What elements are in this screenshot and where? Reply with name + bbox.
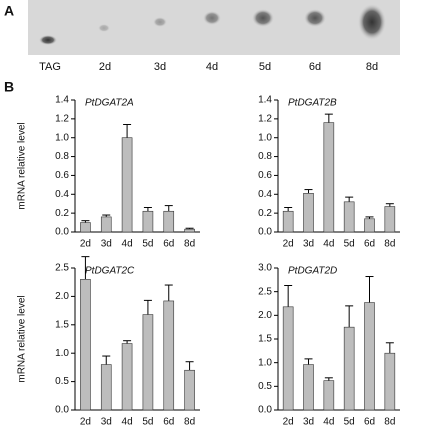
chart-title: PtDGAT2B xyxy=(288,98,337,109)
bar xyxy=(303,364,314,411)
y-tick-label: 0.6 xyxy=(55,170,69,181)
y-tick-label: 0.6 xyxy=(258,170,272,181)
y-tick-label: 1.5 xyxy=(258,334,272,345)
x-tick-label: 5d xyxy=(344,239,355,250)
x-tick-label: 2d xyxy=(80,239,91,250)
bar xyxy=(80,222,91,233)
y-axis-label: mRNA relative level xyxy=(17,122,28,209)
y-tick-label: 0.0 xyxy=(55,405,69,416)
y-tick-label: 0.0 xyxy=(258,227,272,238)
y-tick-label: 2.0 xyxy=(55,291,69,302)
y-tick-label: 0.8 xyxy=(258,151,272,162)
bar xyxy=(121,137,133,233)
bar xyxy=(323,122,335,233)
x-tick-label: 8d xyxy=(384,417,395,428)
bar xyxy=(303,193,314,233)
y-tick-label: 1.2 xyxy=(55,113,69,124)
chart-title: PtDGAT2D xyxy=(288,266,337,277)
bar xyxy=(184,228,195,233)
x-tick-label: 2d xyxy=(80,417,91,428)
y-tick-label: 2.5 xyxy=(258,286,272,297)
bar xyxy=(184,369,195,411)
panel-label: A xyxy=(4,3,14,19)
y-axis-label: mRNA relative level xyxy=(17,295,28,382)
bar xyxy=(364,302,375,411)
y-tick-label: 1.0 xyxy=(258,357,272,368)
x-tick-label: 3d xyxy=(101,417,112,428)
x-tick-label: 8d xyxy=(184,417,195,428)
x-tick-label: 8d xyxy=(384,239,395,250)
x-tick-label: 3d xyxy=(303,239,314,250)
bar xyxy=(282,210,294,233)
y-tick-label: 0.0 xyxy=(258,405,272,416)
bar xyxy=(163,210,175,233)
x-tick-label: 6d xyxy=(364,417,375,428)
x-tick-label: 5d xyxy=(344,417,355,428)
x-tick-label: 4d xyxy=(122,239,133,250)
x-tick-label: 6d xyxy=(163,239,174,250)
chart-title: PtDGAT2C xyxy=(85,266,135,277)
lane-label: 2d xyxy=(99,61,111,73)
y-tick-label: 0.4 xyxy=(258,189,272,200)
x-tick-label: 6d xyxy=(163,417,174,428)
y-tick-label: 0.2 xyxy=(55,208,69,219)
bar xyxy=(142,210,154,233)
y-tick-label: 0.5 xyxy=(258,381,272,392)
x-tick-label: 3d xyxy=(303,417,314,428)
bar xyxy=(100,216,112,233)
y-tick-label: 1.2 xyxy=(258,113,272,124)
x-tick-label: 6d xyxy=(364,239,375,250)
y-tick-label: 3.0 xyxy=(258,263,272,274)
bar xyxy=(100,364,112,411)
lane-label: 4d xyxy=(206,61,218,73)
y-tick-label: 1.4 xyxy=(258,95,272,106)
y-tick-label: 1.0 xyxy=(258,132,272,143)
panel-label: B xyxy=(4,79,14,95)
y-tick-label: 1.5 xyxy=(55,319,69,330)
bar xyxy=(282,306,294,411)
x-tick-label: 2d xyxy=(283,417,294,428)
bar xyxy=(142,314,154,411)
x-tick-label: 5d xyxy=(142,239,153,250)
x-tick-label: 4d xyxy=(122,417,133,428)
x-tick-label: 5d xyxy=(142,417,153,428)
x-tick-label: 4d xyxy=(323,239,334,250)
bar xyxy=(343,201,355,233)
lane-label: 3d xyxy=(154,61,166,73)
bar xyxy=(343,326,355,411)
bar xyxy=(80,279,91,411)
bar xyxy=(323,380,335,411)
y-tick-label: 2.5 xyxy=(55,263,69,274)
y-tick-label: 0.4 xyxy=(55,189,69,200)
y-tick-label: 0.0 xyxy=(55,227,69,238)
y-tick-label: 1.0 xyxy=(55,132,69,143)
bar xyxy=(384,206,396,233)
lane-label: 6d xyxy=(309,61,321,73)
bar xyxy=(384,352,396,411)
tlc-plate xyxy=(28,0,400,55)
y-tick-label: 1.0 xyxy=(55,348,69,359)
y-tick-label: 1.4 xyxy=(55,95,69,106)
lane-label: 8d xyxy=(366,61,378,73)
bar xyxy=(121,343,133,411)
tlc-spots xyxy=(39,4,386,45)
y-tick-label: 0.2 xyxy=(258,208,272,219)
chart-title: PtDGAT2A xyxy=(85,98,134,109)
x-tick-label: 3d xyxy=(101,239,112,250)
x-tick-label: 4d xyxy=(323,417,334,428)
bar xyxy=(163,300,175,411)
y-tick-label: 2.0 xyxy=(258,310,272,321)
y-tick-label: 0.8 xyxy=(55,151,69,162)
lane-label: 5d xyxy=(259,61,271,73)
bar xyxy=(364,218,375,233)
x-tick-label: 8d xyxy=(184,239,195,250)
lane-label: TAG xyxy=(39,61,61,73)
y-tick-label: 0.5 xyxy=(55,376,69,387)
x-tick-label: 2d xyxy=(283,239,294,250)
